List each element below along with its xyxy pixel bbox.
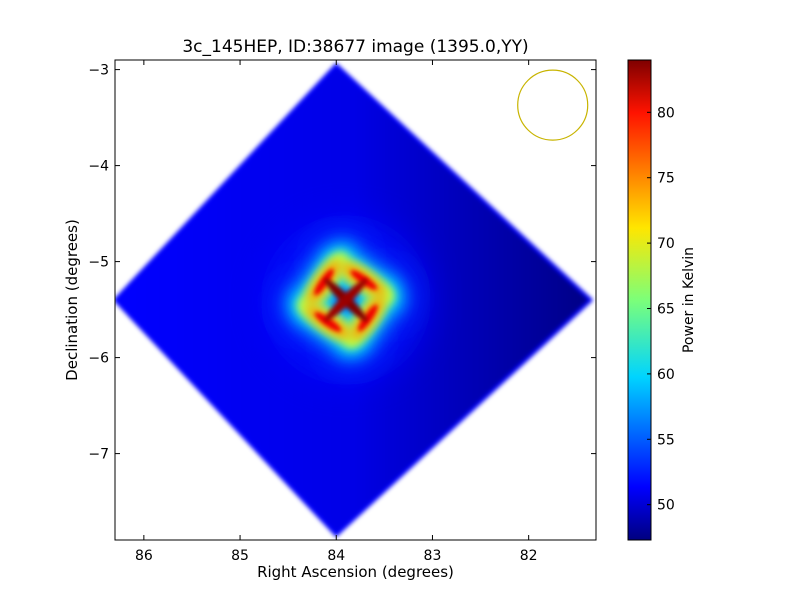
source-emission [260, 215, 431, 385]
colorbar-gradient [628, 60, 651, 540]
colorbar-tick-label: 75 [657, 171, 675, 187]
colorbar-tick-label: 80 [657, 105, 675, 121]
colorbar-tick-label: 65 [657, 302, 675, 318]
source-core [324, 278, 368, 322]
source-lobe [314, 312, 342, 332]
colorbar-label: Power in Kelvin [681, 247, 697, 353]
plot-frame [114, 59, 597, 541]
heatmap-layer [115, 63, 593, 537]
source-lobe [358, 304, 378, 332]
x-tick-label: 84 [327, 548, 345, 564]
x-tick-label: 82 [520, 548, 538, 564]
x-tick-label: 83 [424, 548, 442, 564]
chart-title: 3c_145HEP, ID:38677 image (1395.0,YY) [182, 37, 528, 57]
colorbar-ticks: 50 55 60 65 70 75 80 [647, 105, 675, 514]
source-lobe [314, 268, 334, 296]
y-tick-label: −4 [88, 159, 109, 175]
y-tick-label: −3 [88, 63, 109, 79]
x-tick-label: 85 [231, 548, 249, 564]
axis-ticks: 86 85 84 83 82 −3 −4 −5 −6 −7 [88, 60, 596, 564]
colorbar-frame [627, 59, 652, 541]
colorbar: 50 55 60 65 70 75 80 Power in Kelvin [627, 59, 697, 541]
colorbar-tick-label: 50 [657, 498, 675, 514]
x-axis-label: Right Ascension (degrees) [257, 563, 454, 581]
colorbar-tick-label: 70 [657, 236, 675, 252]
x-tick-label: 86 [135, 548, 153, 564]
y-tick-label: −7 [88, 447, 109, 463]
y-axis-label: Declination (degrees) [63, 219, 81, 381]
beam-marker [517, 69, 589, 141]
y-tick-label: −6 [88, 351, 109, 367]
colorbar-tick-label: 55 [657, 432, 675, 448]
y-tick-label: −5 [88, 255, 109, 271]
colorbar-tick-label: 60 [657, 367, 675, 383]
